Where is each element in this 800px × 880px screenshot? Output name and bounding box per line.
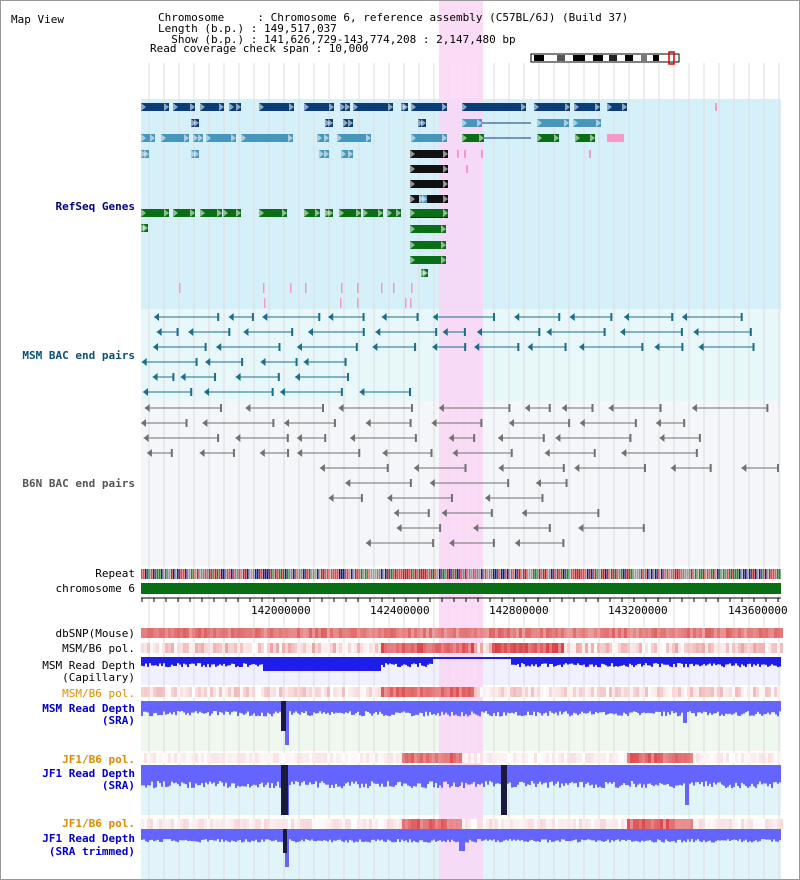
gene-feature[interactable] bbox=[304, 209, 320, 217]
gene-feature[interactable] bbox=[241, 134, 293, 142]
msm-bac-end-pairs-track[interactable] bbox=[141, 313, 755, 396]
gene-feature[interactable] bbox=[607, 134, 624, 142]
gene-feature[interactable] bbox=[341, 150, 353, 158]
gene-feature[interactable] bbox=[337, 134, 371, 142]
track-label-repeat: Repeat bbox=[95, 567, 135, 580]
gene-feature[interactable] bbox=[462, 103, 526, 111]
refseq-genes-track[interactable] bbox=[141, 103, 717, 308]
gene-feature[interactable] bbox=[410, 180, 448, 188]
ruler-tick-label: 142800000 bbox=[489, 604, 549, 617]
track-label-jf1-sra: (SRA) bbox=[102, 779, 135, 792]
gene-feature[interactable] bbox=[353, 103, 393, 111]
track-label-b6n-bac: B6N BAC end pairs bbox=[22, 477, 135, 490]
gene-feature[interactable] bbox=[410, 165, 448, 173]
gene-feature[interactable] bbox=[410, 241, 446, 249]
highlight-region[interactable] bbox=[439, 1, 483, 879]
gene-feature[interactable] bbox=[200, 103, 224, 111]
track-label-msm-read-depth-sra: MSM Read Depth bbox=[42, 702, 135, 715]
gene-feature[interactable] bbox=[259, 103, 294, 111]
gene-feature[interactable] bbox=[537, 134, 559, 142]
gene-feature[interactable] bbox=[575, 134, 595, 142]
polymorphism-heat-tracks[interactable] bbox=[141, 628, 783, 829]
gene-feature[interactable] bbox=[573, 119, 601, 127]
track-label-refseq-genes: RefSeq Genes bbox=[56, 200, 135, 213]
gene-feature[interactable] bbox=[173, 209, 195, 217]
gene-feature[interactable] bbox=[161, 134, 189, 142]
gene-feature[interactable] bbox=[607, 103, 627, 111]
ruler-tick-label: 142000000 bbox=[251, 604, 311, 617]
gene-feature[interactable] bbox=[200, 209, 222, 217]
info-line-chromosome: Chromosome : Chromosome 6, reference ass… bbox=[158, 11, 628, 24]
track-label-jf1-read-depth-trim: JF1 Read Depth bbox=[42, 832, 135, 845]
gene-feature[interactable] bbox=[363, 209, 383, 217]
track-label-msm-read-depth: MSM Read Depth bbox=[42, 659, 135, 672]
gene-feature[interactable] bbox=[223, 209, 241, 217]
gene-feature[interactable] bbox=[317, 134, 329, 142]
grid-lines bbox=[148, 63, 780, 879]
track-label-msm-bac: MSM BAC end pairs bbox=[22, 349, 135, 362]
gene-feature[interactable] bbox=[141, 103, 169, 111]
info-line-length: Length (b.p.) : 149,517,037 bbox=[158, 22, 337, 35]
gene-feature[interactable] bbox=[410, 209, 448, 217]
gene-feature[interactable] bbox=[173, 103, 195, 111]
repeat-track[interactable] bbox=[141, 569, 781, 579]
track-label-jf1-b6-pol: JF1/B6 pol. bbox=[62, 753, 135, 766]
gene-feature[interactable] bbox=[410, 150, 448, 158]
gene-feature[interactable] bbox=[304, 103, 334, 111]
gene-feature[interactable] bbox=[462, 134, 484, 142]
track-label-jf1-b6-pol-2: JF1/B6 pol. bbox=[62, 817, 135, 830]
gene-feature[interactable] bbox=[141, 134, 155, 142]
gene-feature[interactable] bbox=[229, 103, 241, 111]
gene-feature[interactable] bbox=[259, 209, 287, 217]
b6n-bac-end-pairs-track[interactable] bbox=[141, 404, 779, 547]
gene-feature[interactable] bbox=[339, 209, 361, 217]
track-label-msm-b6-pol-2: MSM/B6 pol. bbox=[62, 687, 135, 700]
gene-feature[interactable] bbox=[574, 103, 600, 111]
track-label-jf1-read-depth-sra: JF1 Read Depth bbox=[42, 767, 135, 780]
info-line-show: Show (b.p.) : 141,626,729-143,774,208 : … bbox=[158, 33, 516, 46]
track-label-sra-trimmed: (SRA trimmed) bbox=[49, 845, 135, 858]
gene-feature[interactable] bbox=[410, 195, 448, 203]
track-label-sra: (SRA) bbox=[102, 714, 135, 727]
position-ruler bbox=[141, 597, 781, 602]
info-line-coverage-span: Read coverage check span : 10,000 bbox=[150, 42, 369, 55]
gene-feature[interactable] bbox=[410, 256, 446, 264]
gene-feature[interactable] bbox=[387, 209, 401, 217]
gene-feature[interactable] bbox=[462, 119, 482, 127]
gene-feature[interactable] bbox=[534, 103, 570, 111]
track-label-capillary: (Capillary) bbox=[62, 671, 135, 684]
gene-feature[interactable] bbox=[141, 209, 169, 217]
gene-feature[interactable] bbox=[206, 134, 236, 142]
chromosome-bar[interactable] bbox=[141, 583, 781, 594]
ruler-tick-label: 143200000 bbox=[608, 604, 668, 617]
track-label-msm-b6-pol: MSM/B6 pol. bbox=[62, 642, 135, 655]
chromosome-ideogram[interactable] bbox=[530, 51, 680, 65]
gene-feature[interactable] bbox=[410, 225, 446, 233]
read-depth-tracks[interactable] bbox=[141, 657, 781, 867]
gene-feature[interactable] bbox=[537, 119, 569, 127]
track-label-chromosome: chromosome 6 bbox=[56, 582, 135, 595]
gene-feature[interactable] bbox=[411, 134, 447, 142]
ruler-tick-label: 142400000 bbox=[370, 604, 430, 617]
map-view-title: Map View bbox=[11, 13, 64, 26]
ruler-tick-label: 143600000 bbox=[728, 604, 788, 617]
track-label-dbsnp: dbSNP(Mouse) bbox=[56, 627, 135, 640]
gene-feature[interactable] bbox=[411, 103, 447, 111]
